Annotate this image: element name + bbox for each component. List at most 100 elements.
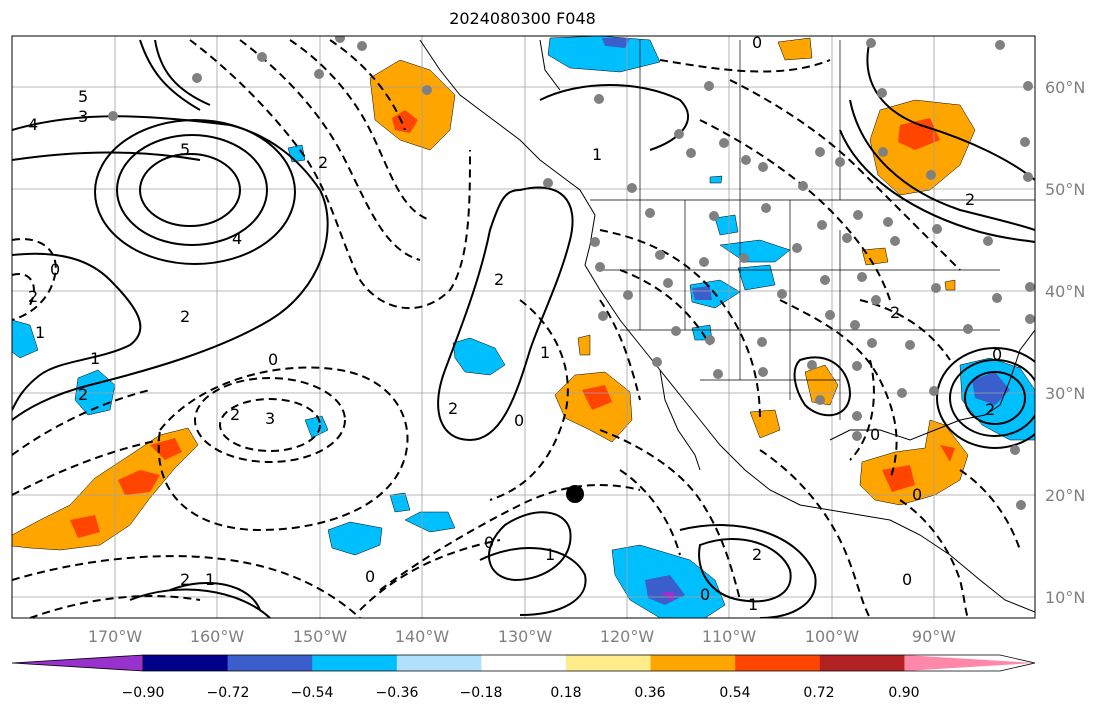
anomaly-patch	[12, 427, 199, 551]
colorbar-segments	[12, 655, 1035, 671]
colorbar-tick-label: 0.18	[550, 685, 581, 701]
anomaly-patch	[369, 59, 456, 151]
gridlines	[12, 36, 1035, 618]
lon-label: 110°W	[702, 627, 757, 646]
lon-label: 100°W	[805, 627, 860, 646]
contour-label: 1	[592, 145, 602, 164]
anomaly-patch	[577, 334, 591, 356]
contour-label: 0	[514, 411, 524, 430]
contour-label: 0	[50, 260, 60, 279]
anomaly-patch	[869, 99, 976, 196]
lat-label: 10°N	[1045, 588, 1085, 607]
contour-label: 0	[870, 425, 880, 444]
anomaly-patch	[389, 492, 411, 513]
anomaly-patch	[602, 38, 630, 48]
colorbar-tick-label: 0.36	[634, 685, 665, 701]
lat-label: 40°N	[1045, 282, 1085, 301]
anomaly-patch	[804, 364, 839, 406]
anomaly-patch	[582, 385, 612, 410]
map-background	[12, 36, 1035, 618]
colorbar-segment	[312, 655, 398, 671]
contour-label: 1	[545, 545, 555, 564]
colorbar-segment	[227, 655, 313, 671]
lon-label: 90°W	[912, 627, 956, 646]
contour-label: 0	[365, 567, 375, 586]
anomaly-patch	[12, 319, 39, 359]
contour-label: 0	[992, 345, 1002, 364]
lat-label: 20°N	[1045, 486, 1085, 505]
contour-label: 0	[700, 585, 710, 604]
colorbar-tick-label: 0.54	[719, 685, 750, 701]
shaded-anomalies	[12, 36, 1035, 618]
lon-label: 160°W	[190, 627, 245, 646]
contour-label: 2	[752, 545, 762, 564]
colorbar-segment	[735, 655, 821, 671]
map-title: 2024080300 F048	[449, 9, 596, 28]
anomaly-patch	[70, 515, 100, 538]
anomaly-patch	[777, 37, 813, 61]
dashed-contours	[12, 39, 1021, 618]
colorbar-extend-min	[12, 655, 143, 671]
lat-label: 50°N	[1045, 180, 1085, 199]
map-frame	[11, 35, 1036, 619]
colorbar-extend-max	[904, 655, 1035, 671]
lat-label: 60°N	[1045, 78, 1085, 97]
contour-label: 1	[90, 349, 100, 368]
lat-label: 30°N	[1045, 384, 1085, 403]
anomaly-patch	[882, 465, 915, 492]
anomaly-patch	[118, 470, 160, 495]
contour-label: 2	[78, 385, 88, 404]
anomaly-patch	[940, 445, 955, 462]
contour-label: 2	[494, 270, 504, 289]
latitude-labels: 60°N 50°N 40°N 30°N 20°N 10°N	[1045, 78, 1085, 607]
colorbar: −0.90 −0.72 −0.54 −0.36 −0.18 0.18 0.36 …	[11, 654, 1036, 701]
contour-label: 2	[230, 405, 240, 424]
contour-label: 1	[35, 323, 45, 342]
contour-label: 2	[28, 287, 38, 306]
longitude-labels: 170°W 160°W 150°W 140°W 130°W 120°W 110°…	[88, 627, 956, 646]
contour-labels: 5 3 4 5 2 4 2 1 2 0 2 1 2 0 3 2 1 0 2 0 …	[28, 33, 1002, 614]
anomaly-patch	[404, 511, 456, 533]
anomaly-patch	[304, 415, 329, 439]
contour-label: 3	[265, 409, 275, 428]
contour-label: 0	[752, 33, 762, 52]
anomaly-patch	[150, 438, 182, 460]
anomaly-patch	[749, 409, 781, 439]
colorbar-tick-label: 0.72	[803, 685, 834, 701]
contour-label: 4	[232, 229, 242, 248]
contour-label: 2	[180, 570, 190, 589]
contour-label: 2	[448, 399, 458, 418]
anomaly-patch	[452, 337, 506, 376]
colorbar-segment	[819, 655, 905, 671]
contour-label: 0	[484, 533, 494, 552]
contour-label: 2	[965, 190, 975, 209]
contour-label: 5	[180, 140, 190, 159]
colorbar-tick-label: −0.36	[376, 685, 419, 701]
contour-label: 1	[540, 343, 550, 362]
map-area: 5 3 4 5 2 4 2 1 2 0 2 1 2 0 3 2 1 0 2 0 …	[12, 33, 1035, 618]
colorbar-segment	[396, 655, 482, 671]
colorbar-tick-label: −0.90	[122, 685, 165, 701]
storm-center-marker	[566, 485, 584, 503]
colorbar-segment	[143, 655, 229, 671]
lon-label: 120°W	[600, 627, 655, 646]
anomaly-patch	[392, 110, 418, 133]
lon-label: 150°W	[293, 627, 348, 646]
lon-label: 170°W	[88, 627, 143, 646]
coastlines	[419, 39, 1035, 613]
anomaly-patch	[645, 575, 685, 605]
colorbar-segment	[481, 655, 567, 671]
anomaly-patch	[972, 372, 1010, 405]
state-borders	[590, 40, 1035, 420]
contour-label: 0	[912, 485, 922, 504]
colorbar-tick-label: 0.90	[888, 685, 919, 701]
anomaly-patch	[737, 264, 776, 291]
contour-label: 0	[268, 350, 278, 369]
colorbar-tick-labels: −0.90 −0.72 −0.54 −0.36 −0.18 0.18 0.36 …	[122, 685, 920, 701]
colorbar-outline	[11, 654, 1036, 672]
anomaly-patch	[944, 279, 956, 291]
lon-label: 140°W	[395, 627, 450, 646]
contour-label: 2	[180, 307, 190, 326]
contour-label: 2	[318, 153, 328, 172]
